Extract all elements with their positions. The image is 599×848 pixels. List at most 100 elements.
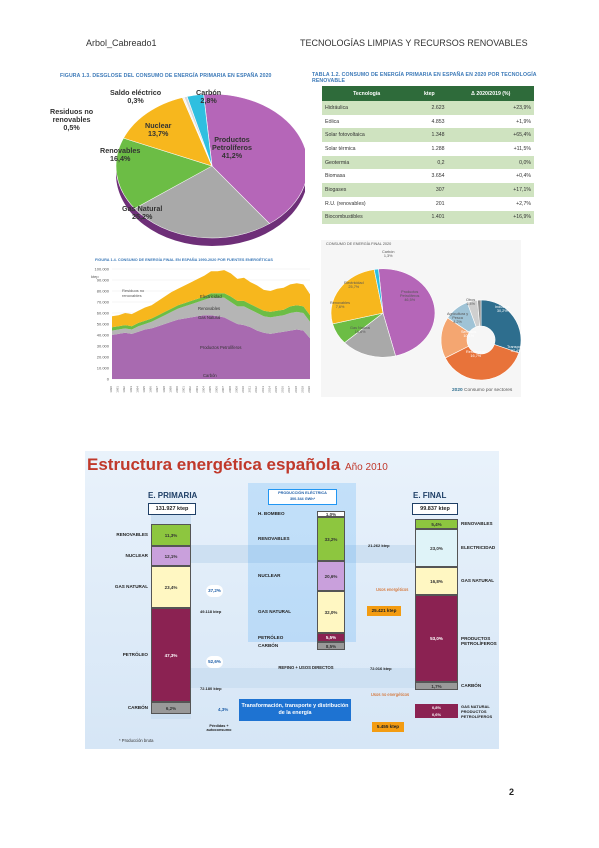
transform-box: Transformación, transporte y distribució… [239, 699, 351, 721]
fig14-y-tick: 10.000 [97, 366, 110, 371]
fig14-note: Residuos no [122, 288, 145, 293]
final-heading: E. FINAL [413, 491, 447, 500]
table13-cell: Solar fotovoltaica [322, 128, 412, 143]
header-author: Arbol_Cabreado1 [86, 38, 157, 48]
page-number: 2 [509, 787, 515, 797]
table13-title: TABLA 1.2. CONSUMO DE ENERGÍA PRIMARIA E… [312, 72, 537, 84]
table13-row: Biogases 307 +17,1% [322, 183, 534, 197]
stack-label: CARBÓN [258, 643, 279, 648]
stack-segment: 8,5% [317, 642, 345, 650]
pie13-slice-6 [186, 94, 213, 167]
table13-cell: Biocombustibles [322, 210, 412, 225]
donut15-label-industria: Industria 30,2% [495, 305, 510, 313]
stack-label: RENOVABLES [116, 532, 148, 537]
pie13-label-residuos: Residuos no renovables 0,5% [50, 107, 94, 132]
flow-direct-out: 72.016 ktep [370, 666, 392, 671]
fig14-x-tick: 2016 [281, 386, 285, 393]
table13-cell: 201 [435, 200, 445, 207]
flow-stock-pct: 4,3% [218, 707, 229, 712]
primaria-heading: E. PRIMARIA [148, 491, 198, 500]
flow-to-elec-ktep: 49.118 ktep [200, 609, 222, 614]
pie13-slice-2 [115, 137, 213, 209]
flow-refine-pct: 52,6% [206, 656, 223, 668]
table13-cell: +1,9% [516, 118, 531, 125]
table13-row: Hidráulica 2.623 +23,9% [322, 101, 534, 115]
stack-segment: 23,0% [415, 529, 458, 567]
stack-label: PETRÓLEO [122, 652, 148, 657]
fig14-x-tick: 2009 [234, 386, 238, 393]
stack-label: GAS NATURAL [461, 578, 495, 583]
figure15-caption: 2020 Consumo por sectores [452, 388, 513, 393]
table13-header: Δ 2020/2019 (%) [447, 86, 534, 101]
stack-segment: 20,6% [317, 561, 345, 591]
table13-row: R.U. (renovables) 201 +2,7% [322, 197, 534, 211]
fig14-x-tick: 2010 [241, 386, 245, 393]
stack-label: GAS NATURAL [114, 584, 148, 589]
fig14-x-tick: 1999 [168, 386, 172, 393]
donut15-label-servicios: Servicios 10,1% [461, 330, 477, 338]
pie13-label-saldo: Saldo eléctrico 0,3% [110, 88, 162, 105]
table13-cell: +0,4% [516, 173, 531, 180]
stack-label: CARBÓN [461, 683, 482, 688]
pie15-slice-1 [344, 312, 396, 358]
flow-refine-ktep: 72.180 ktep [200, 686, 222, 691]
pie13-label-petroliferos: Productos Petrolíferos 41,2% [212, 135, 252, 160]
fig14-y-tick: 40.000 [97, 333, 110, 338]
electrica-heading-box: PRODUCCIÓN ELÉCTRICA 300.344 GWh* [268, 489, 337, 505]
fig14-x-tick: 2013 [261, 386, 265, 393]
fig14-y-tick: 100.000 [95, 267, 110, 272]
table13-cell: 1.401 [411, 210, 448, 225]
stack-label: GAS NATURAL [258, 609, 292, 614]
stack-segment: 5,4% [415, 519, 458, 529]
table13-row: Solar fotovoltaica 1.348 +65,4% [322, 128, 534, 143]
donut15-slice-1 [444, 344, 520, 381]
fig14-x-tick: 1991 [116, 386, 120, 393]
fig14-x-tick: 2005 [208, 386, 212, 393]
stack-segment: 16,8% [415, 567, 458, 595]
fig14-x-tick: 1996 [149, 386, 153, 393]
header-title: TECNOLOGÍAS LIMPIAS Y RECURSOS RENOVABLE… [300, 38, 528, 48]
fig14-x-tick: 2012 [254, 386, 258, 393]
pie15-slice-4 [373, 268, 384, 314]
pie13-slice-1 [134, 165, 270, 239]
final-extra-bar: 0,8% 0,6% [415, 704, 458, 718]
pie13-slice-3 [123, 97, 213, 167]
table13-cell: Hidráulica [322, 101, 412, 115]
table13-cell: Biogases [322, 183, 412, 197]
fig14-note: renovables [122, 293, 142, 298]
donut15-label-residencial: Residencial 16,7% [466, 350, 486, 358]
fig14-x-tick: 1998 [162, 386, 166, 393]
pie15-label-electricidad: Electricidad 25,7% [344, 281, 364, 289]
flow-to-elec-pct: 37,2% [206, 585, 223, 597]
fig14-x-tick: 2011 [248, 386, 252, 393]
fig14-series-label: Renovables [198, 306, 220, 311]
fig14-y-tick: 0 [107, 377, 110, 382]
electrica-labels: H. BOMBEO RENOVABLES NUCLEAR GAS NATURAL PET… [258, 511, 314, 648]
fig14-series-label: Electricidad [200, 294, 222, 299]
stack-label: NUCLEAR [125, 553, 148, 558]
donut15-slice-0 [480, 299, 521, 354]
pie13-label-renovables: Renovables 16,4% [100, 146, 141, 163]
estructura-title: Estructura energética española Año 2010 [87, 455, 388, 474]
fig14-x-tick: 1994 [135, 386, 139, 393]
pie15-slice-3 [330, 269, 384, 325]
table13-cell: +17,1% [447, 183, 534, 197]
table13-header: Tecnología [322, 86, 412, 101]
flow-elec-out: 21.262 ktep [368, 543, 390, 548]
table13-cell: +65,4% [447, 128, 534, 143]
table13-cell: 0,2 [411, 155, 448, 170]
stack-segment: 33,2% [317, 517, 345, 561]
fig14-x-tick: 2004 [201, 386, 205, 393]
fig14-y-tick: 20.000 [97, 355, 110, 360]
table13-row: Biocombustibles 1.401 +16,9% [322, 210, 534, 225]
fig14-x-tick: 1997 [155, 386, 159, 393]
stack-label: PETRÓLEO [258, 634, 284, 640]
table13-cell: +23,9% [447, 101, 534, 115]
final-labels: RENOVABLES ELECTRICIDAD GAS NATURAL PRODUCT… [461, 519, 503, 690]
fig14-x-tick: 2017 [287, 386, 291, 393]
flow-refine-label: REFINO + USOS DIRECTOS [278, 665, 334, 670]
stack-segment: 1,7% [415, 682, 458, 690]
table13-row: Solar térmica 1.288 +11,5% [322, 142, 534, 156]
flow-losses-value: 25.421 ktep [367, 606, 401, 616]
flow-band-refine [190, 668, 420, 688]
